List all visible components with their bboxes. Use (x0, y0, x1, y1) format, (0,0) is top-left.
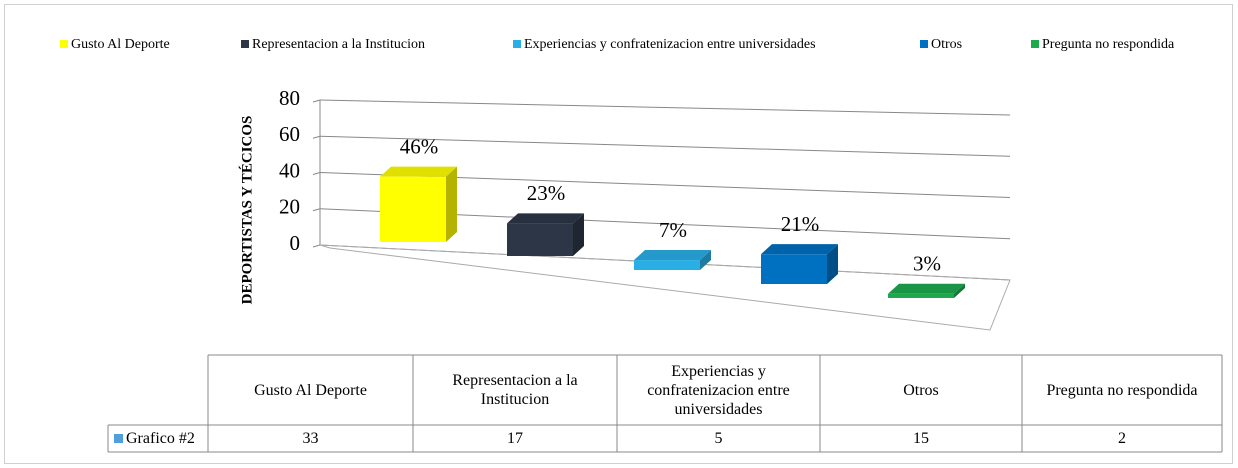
grid-line (319, 99, 1011, 116)
tick-mark (312, 208, 321, 212)
table-header-cell: Otros (903, 381, 939, 399)
chart-border (4, 4, 1233, 464)
table-header-text: Otros (903, 381, 939, 399)
bar-front (634, 260, 700, 270)
table-header-text: Representacion a la Institucion (452, 372, 578, 408)
table-value: 33 (303, 430, 319, 447)
table-header-cell: Gusto Al Deporte (254, 381, 367, 399)
bar-side (954, 283, 965, 298)
bar-top (634, 250, 711, 261)
table-value: 2 (1118, 430, 1126, 447)
tick-mark (312, 99, 321, 103)
bar (761, 244, 838, 284)
grid-line (319, 135, 1011, 157)
table-header-text: Experiencias y confratenizacion entre un… (647, 362, 790, 418)
bar (507, 213, 584, 256)
value-label: 23% (527, 181, 566, 205)
table-series-name: Grafico #2 (126, 430, 195, 447)
bar (634, 250, 711, 270)
bar-front (761, 254, 827, 284)
bar-side (700, 250, 711, 270)
table-value: 17 (507, 430, 523, 447)
table-series-swatch (114, 434, 123, 443)
legend-swatch (1031, 40, 1039, 48)
bar (888, 283, 965, 298)
table-header-text: Gusto Al Deporte (254, 381, 367, 399)
legend-label: Experiencias y confratenizacion entre un… (524, 37, 816, 52)
legend-label: Gusto Al Deporte (71, 37, 170, 52)
bar-front (507, 223, 573, 256)
legend-label: Otros (931, 37, 962, 52)
y-axis-label: DEPORTISTAS Y TÉCICOS (238, 116, 255, 305)
value-label: 21% (781, 212, 820, 236)
legend-swatch (513, 40, 521, 48)
table-header-cell: Representacion a la Institucion (452, 372, 578, 408)
table-header-cell: Pregunta no respondida (1046, 381, 1198, 399)
tick-mark (312, 135, 321, 139)
bar-top (380, 166, 457, 177)
bar-top (507, 213, 584, 224)
bar-side (446, 166, 457, 242)
bar-front (888, 293, 954, 298)
table-header-text: Pregunta no respondida (1046, 381, 1198, 399)
bar-top (761, 244, 838, 255)
tick-mark (312, 244, 321, 248)
y-tick-label: 40 (279, 158, 300, 182)
table-value: 15 (913, 430, 929, 447)
tick-mark (312, 172, 321, 175)
bar-side (827, 244, 838, 284)
legend-label: Pregunta no respondida (1042, 37, 1175, 52)
y-tick-label: 20 (279, 195, 300, 219)
y-tick-label: 0 (290, 231, 301, 255)
bar-side (573, 213, 584, 256)
legend-swatch (60, 40, 68, 48)
table-header-cell: Experiencias y confratenizacion entre un… (647, 362, 790, 418)
legend-swatch (920, 40, 928, 48)
bar-top (888, 283, 965, 294)
value-label: 3% (913, 252, 941, 276)
y-tick-label: 80 (279, 86, 300, 110)
value-label: 7% (659, 218, 687, 242)
legend-swatch (241, 40, 249, 48)
value-label: 46% (400, 134, 439, 158)
bar-front (380, 176, 446, 242)
bar (380, 166, 457, 242)
y-tick-label: 60 (279, 122, 300, 146)
legend-label: Representacion a la Institucion (252, 37, 425, 52)
table-value: 5 (715, 430, 723, 447)
